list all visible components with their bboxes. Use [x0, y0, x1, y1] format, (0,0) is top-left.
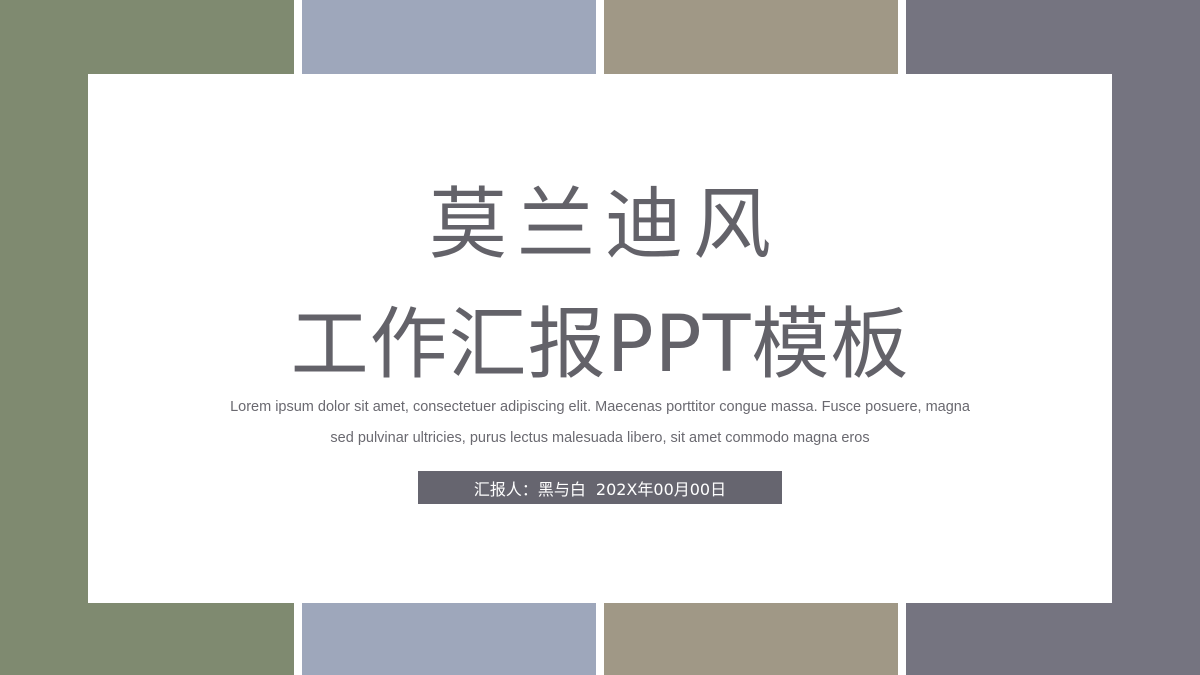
description-line-1: Lorem ipsum dolor sit amet, consectetuer… [230, 399, 970, 415]
description-line-2: sed pulvinar ultricies, purus lectus mal… [330, 430, 870, 446]
reporter-bar: 汇报人：黑与白 202X年00月00日 [418, 471, 782, 504]
title-line-1: 莫兰迪风 [428, 180, 781, 270]
title-line-2: 工作汇报PPT模板 [290, 300, 910, 390]
content-panel: 莫兰迪风 工作汇报PPT模板 Lorem ipsum dolor sit ame… [88, 74, 1112, 603]
report-date: 202X年00月00日 [595, 479, 727, 499]
reporter-label: 汇报人：黑与白 [473, 479, 586, 499]
